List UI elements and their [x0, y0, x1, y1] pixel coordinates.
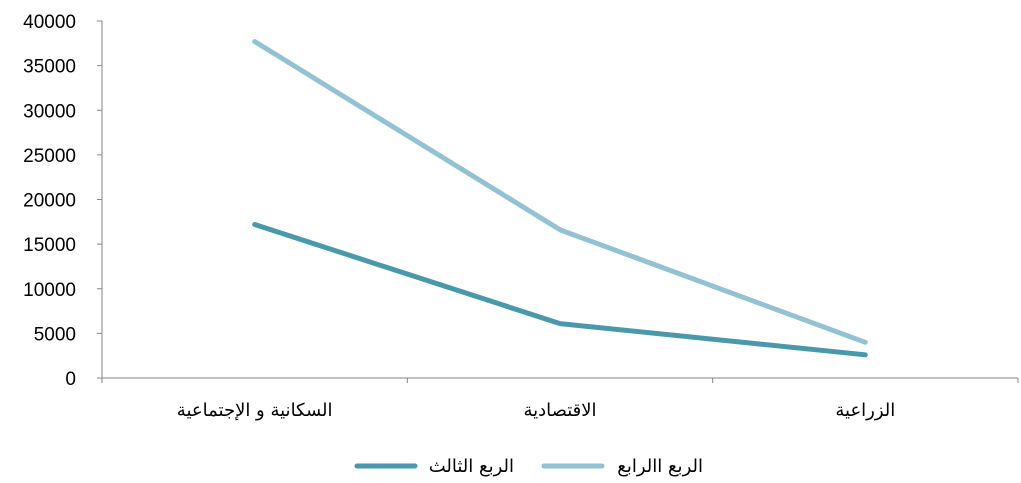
x-category-label: السكانية و الإجتماعية [177, 400, 333, 421]
y-tick-label: 20000 [23, 191, 76, 212]
y-tick-label: 35000 [23, 57, 76, 78]
x-axis: السكانية و الإجتماعية الاقتصادية الزراعية [101, 377, 1019, 421]
y-tick-label: 0 [65, 369, 76, 390]
y-tick-label: 30000 [23, 101, 76, 122]
legend-label-0: الربع الثالث [429, 456, 514, 477]
y-tick-label: 40000 [23, 12, 76, 33]
y-tick-label: 10000 [23, 280, 76, 301]
y-tick-label: 15000 [23, 235, 76, 256]
legend-label-1: الربع االرابع [617, 456, 703, 477]
legend: الربع الثالث الربع االرابع [354, 456, 703, 477]
y-tick-label: 5000 [34, 324, 76, 345]
series-line-0 [252, 222, 868, 358]
x-category-label: الزراعية [835, 400, 895, 421]
y-axis: 0 5000 10000 15000 20000 25000 30000 35000 40000 [23, 12, 103, 390]
x-category-label: الاقتصادية [523, 400, 596, 421]
series-lines [252, 39, 868, 358]
series-line-1 [252, 39, 868, 345]
y-tick-label: 25000 [23, 146, 76, 167]
